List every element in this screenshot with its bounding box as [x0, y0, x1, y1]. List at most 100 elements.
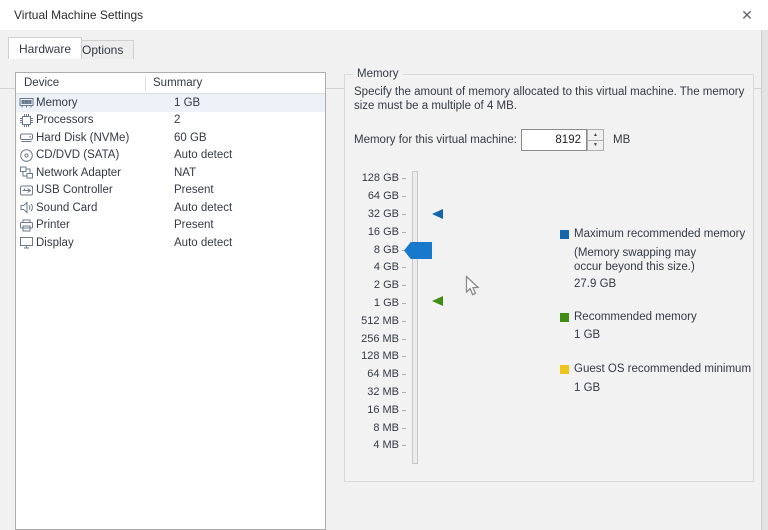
scale-label-16gb: 16 GB — [367, 226, 399, 238]
slider-tick — [402, 303, 406, 304]
spinner-up-icon: ▲ — [593, 131, 598, 138]
device-summary: Auto detect — [174, 149, 233, 162]
scale-label-32mb: 32 MB — [367, 386, 399, 398]
slider-tick — [402, 232, 406, 233]
memory-description: Specify the amount of memory allocated t… — [354, 86, 745, 112]
spinner-down-button[interactable]: ▼ — [587, 139, 604, 151]
memory-group-box: Memory Specify the amount of memory allo… — [344, 68, 754, 482]
group-box-label: Memory — [353, 68, 403, 80]
printer-icon — [19, 218, 34, 233]
scale-label-4gb: 4 GB — [373, 261, 399, 273]
slider-tick — [402, 392, 406, 393]
hard-disk-icon — [19, 130, 34, 145]
slider-tick — [402, 339, 406, 340]
cd-dvd-icon — [19, 148, 34, 163]
device-summary: Auto detect — [174, 236, 233, 249]
device-name: Processors — [36, 114, 94, 127]
slider-tick — [402, 267, 406, 268]
slider-tick — [402, 285, 406, 286]
table-row-processors[interactable]: Processors 2 — [16, 112, 325, 130]
mouse-cursor-icon — [465, 274, 481, 303]
max-memory-note-line2: occur beyond this size.) — [574, 261, 695, 273]
processor-icon — [19, 113, 34, 128]
scale-label-64mb: 64 MB — [367, 368, 399, 380]
scale-label-2gb: 2 GB — [373, 279, 399, 291]
memory-spinner: ▲ ▼ — [587, 129, 604, 151]
table-row-printer[interactable]: Printer Present — [16, 217, 325, 235]
scale-label-4mb: 4 MB — [373, 439, 399, 451]
slider-tick — [402, 356, 406, 357]
device-summary: Auto detect — [174, 201, 233, 214]
slider-tick — [402, 214, 406, 215]
guest-os-minimum-legend-label: Guest OS recommended minimum — [574, 363, 752, 375]
scale-label-128gb: 128 GB — [361, 172, 399, 184]
device-table-header: Device Summary — [16, 73, 325, 94]
memory-slider-handle[interactable] — [404, 242, 432, 259]
device-name: Network Adapter — [36, 166, 122, 179]
memory-unit-label: MB — [613, 134, 631, 146]
max-memory-legend-swatch — [560, 230, 569, 239]
max-recommended-marker-icon — [432, 209, 443, 219]
table-row-usb-controller[interactable]: USB Controller Present — [16, 182, 325, 200]
guest-os-minimum-legend-swatch — [560, 365, 569, 374]
column-divider — [145, 75, 146, 91]
scale-label-16mb: 16 MB — [367, 404, 399, 416]
device-name: Sound Card — [36, 201, 98, 214]
sound-card-icon — [19, 200, 34, 215]
dialog-title: Virtual Machine Settings — [14, 8, 144, 22]
spinner-down-icon: ▼ — [593, 142, 598, 149]
scale-label-64gb: 64 GB — [367, 190, 399, 202]
recommended-memory-legend-swatch — [560, 313, 569, 322]
recommended-memory-value: 1 GB — [574, 329, 601, 341]
tab-options[interactable]: Options — [71, 40, 135, 59]
tab-options-label: Options — [82, 43, 124, 57]
title-bar: Virtual Machine Settings ✕ — [0, 0, 768, 30]
table-row-display[interactable]: Display Auto detect — [16, 234, 325, 252]
device-summary: 1 GB — [174, 96, 201, 109]
device-summary: NAT — [174, 166, 197, 179]
slider-tick — [402, 321, 406, 322]
scale-label-8mb: 8 MB — [373, 422, 399, 434]
memory-size-input[interactable]: 8192 — [521, 129, 587, 151]
spinner-up-button[interactable]: ▲ — [587, 129, 604, 140]
slider-tick — [402, 374, 406, 375]
device-table: Device Summary Memory 1 GB Processors 2 … — [15, 72, 326, 530]
slider-tick — [402, 428, 406, 429]
guest-os-minimum-value: 1 GB — [574, 382, 601, 394]
scale-label-1gb: 1 GB — [373, 297, 399, 309]
close-icon: ✕ — [741, 6, 753, 23]
column-header-summary[interactable]: Summary — [153, 77, 203, 89]
table-row-memory[interactable]: Memory 1 GB — [16, 94, 325, 112]
tab-hardware[interactable]: Hardware — [8, 37, 83, 59]
table-row-hard-disk[interactable]: Hard Disk (NVMe) 60 GB — [16, 129, 325, 147]
device-name: Printer — [36, 219, 70, 232]
table-row-network-adapter[interactable]: Network Adapter NAT — [16, 164, 325, 182]
slider-tick — [402, 196, 406, 197]
memory-icon — [19, 95, 34, 110]
slider-tick — [402, 178, 406, 179]
device-summary: Present — [174, 184, 214, 197]
table-row-sound-card[interactable]: Sound Card Auto detect — [16, 199, 325, 217]
device-summary: Present — [174, 219, 214, 232]
slider-tick — [402, 445, 406, 446]
scale-label-32gb: 32 GB — [367, 208, 399, 220]
device-name: Memory — [36, 96, 78, 109]
scale-label-8gb: 8 GB — [373, 244, 399, 256]
table-row-cd-dvd[interactable]: CD/DVD (SATA) Auto detect — [16, 147, 325, 165]
slider-tick — [402, 410, 406, 411]
max-memory-note-line1: (Memory swapping may — [574, 247, 697, 259]
tab-hardware-label: Hardware — [19, 41, 72, 56]
close-button[interactable]: ✕ — [736, 5, 758, 25]
scale-label-256mb: 256 MB — [361, 333, 399, 345]
dialog-right-edge — [761, 30, 768, 530]
display-icon — [19, 235, 34, 250]
scale-label-128mb: 128 MB — [361, 350, 399, 362]
recommended-marker-icon — [432, 296, 443, 306]
column-header-device[interactable]: Device — [24, 77, 60, 89]
network-adapter-icon — [19, 165, 34, 180]
memory-slider-track[interactable] — [412, 171, 418, 464]
scale-label-512mb: 512 MB — [361, 315, 399, 327]
device-name: CD/DVD (SATA) — [36, 149, 120, 162]
device-name: Hard Disk (NVMe) — [36, 131, 130, 144]
